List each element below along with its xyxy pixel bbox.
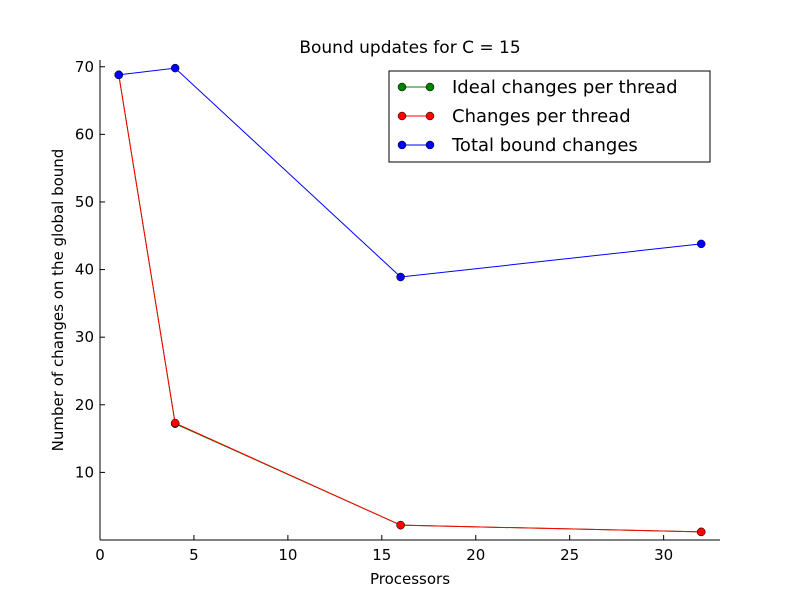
legend-label: Total bound changes <box>451 135 638 156</box>
data-point <box>170 63 180 73</box>
y-tick-label: 70 <box>75 58 94 76</box>
data-point <box>114 70 124 80</box>
legend-label: Changes per thread <box>452 106 631 127</box>
y-tick-label: 10 <box>75 463 94 481</box>
data-point <box>396 272 405 282</box>
data-point <box>170 418 180 428</box>
x-tick-label: 25 <box>560 546 579 564</box>
y-tick-label: 40 <box>75 261 94 279</box>
legend-label: Ideal changes per thread <box>452 77 678 98</box>
legend-entry: Changes per thread <box>397 106 631 127</box>
series-line <box>118 67 702 278</box>
x-tick-label: 0 <box>95 546 105 564</box>
data-point <box>696 527 706 537</box>
series-total-bound-changes <box>114 63 706 282</box>
legend: Ideal changes per thread Changes per thre… <box>388 70 711 163</box>
x-axis-label: Processors <box>370 570 450 588</box>
legend-entry: Ideal changes per thread <box>397 77 678 98</box>
legend-marker <box>397 82 407 92</box>
x-tick-label: 15 <box>372 546 391 564</box>
x-tick-label: 20 <box>466 546 485 564</box>
data-point <box>696 239 706 249</box>
y-tick-label: 60 <box>75 125 94 143</box>
x-tick-label: 5 <box>189 546 199 564</box>
chart-title: Bound updates for C = 15 <box>299 38 520 58</box>
legend-marker <box>425 82 435 92</box>
legend-marker <box>397 111 407 121</box>
legend-entry: Total bound changes <box>397 135 638 156</box>
y-axis-ticks: 10 20 30 40 50 60 70 <box>75 58 105 481</box>
legend-marker <box>397 140 407 150</box>
series-line <box>118 74 702 533</box>
legend-marker <box>425 111 435 121</box>
legend-marker <box>425 140 435 150</box>
data-point <box>396 520 405 530</box>
series-changes-per-thread <box>114 70 706 537</box>
series-layer <box>114 63 706 537</box>
y-axis-label: Number of changes on the global bound <box>49 149 67 452</box>
y-tick-label: 30 <box>75 328 94 346</box>
x-tick-label: 30 <box>654 546 673 564</box>
y-tick-label: 50 <box>75 193 94 211</box>
x-tick-label: 10 <box>278 546 297 564</box>
legend-box <box>388 70 711 163</box>
x-axis-ticks: 0 5 10 15 20 25 30 <box>95 535 673 564</box>
y-tick-label: 20 <box>75 396 94 414</box>
